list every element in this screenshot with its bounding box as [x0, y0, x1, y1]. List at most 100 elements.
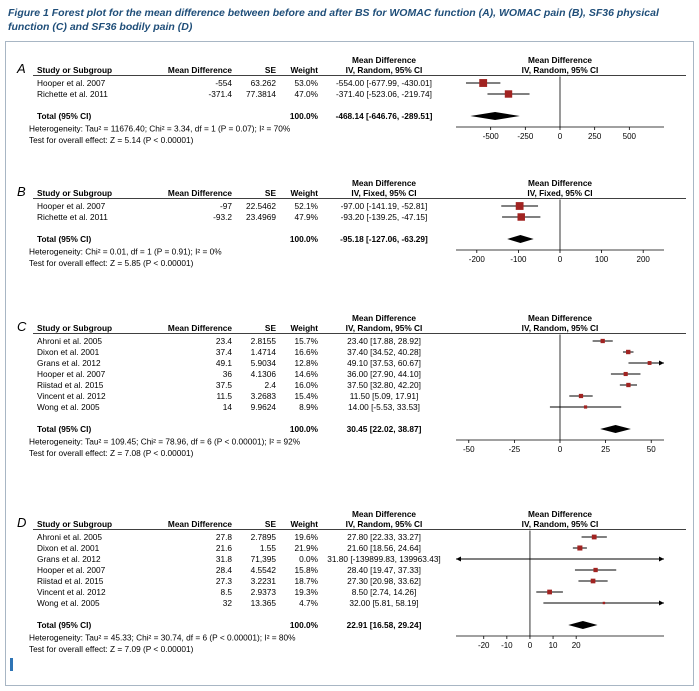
svg-text:SE: SE [265, 65, 277, 75]
svg-text:Test for overall effect: Z = 5: Test for overall effect: Z = 5.14 (P < 0… [29, 135, 194, 145]
svg-text:500: 500 [623, 132, 637, 141]
svg-text:47.0%: 47.0% [294, 89, 318, 99]
svg-text:19.3%: 19.3% [294, 587, 318, 597]
svg-text:Riistad et al. 2015: Riistad et al. 2015 [37, 576, 104, 586]
svg-text:Heterogeneity: Tau² = 45.33; C: Heterogeneity: Tau² = 45.33; Chi² = 30.7… [29, 633, 296, 643]
svg-text:SE: SE [265, 188, 277, 198]
svg-text:8.50 [2.74, 14.26]: 8.50 [2.74, 14.26] [352, 587, 417, 597]
svg-text:Mean Difference: Mean Difference [168, 65, 232, 75]
svg-text:Mean Difference: Mean Difference [168, 519, 232, 529]
svg-text:36: 36 [223, 369, 233, 379]
svg-text:10: 10 [549, 641, 558, 650]
svg-text:D: D [17, 515, 26, 530]
svg-text:37.50 [32.80, 42.20]: 37.50 [32.80, 42.20] [347, 380, 421, 390]
svg-text:IV, Random, 95% CI: IV, Random, 95% CI [522, 323, 599, 333]
svg-text:0.0%: 0.0% [299, 554, 319, 564]
svg-text:22.5462: 22.5462 [246, 201, 276, 211]
svg-text:0: 0 [558, 445, 563, 454]
total-row: Total (95% CI) 100.0% -468.14 [-646.76, -2… [37, 111, 433, 121]
forest-plot-svg-D: D Mean Difference Mean Difference Study or … [17, 509, 686, 654]
svg-text:27.30 [20.98, 33.62]: 27.30 [20.98, 33.62] [347, 576, 421, 586]
svg-text:23.40 [17.88, 28.92]: 23.40 [17.88, 28.92] [347, 336, 421, 346]
arrow-right [659, 360, 664, 366]
svg-text:0: 0 [558, 255, 563, 264]
svg-text:Heterogeneity: Tau² = 11676.40: Heterogeneity: Tau² = 11676.40; Chi² = 3… [29, 124, 291, 134]
svg-text:Mean Difference: Mean Difference [352, 509, 416, 519]
svg-text:16.6%: 16.6% [294, 347, 318, 357]
svg-text:63.262: 63.262 [251, 78, 277, 88]
arrow-left [456, 556, 461, 562]
svg-text:Richette et al. 2011: Richette et al. 2011 [37, 212, 108, 222]
svg-text:21.60 [18.56, 24.64]: 21.60 [18.56, 24.64] [347, 543, 421, 553]
total-row: Total (95% CI) 100.0% -95.18 [-127.06, -63… [37, 234, 428, 244]
svg-text:Mean Difference: Mean Difference [528, 509, 592, 519]
svg-text:100.0%: 100.0% [290, 234, 319, 244]
panel-header: B Mean Difference Mean Difference Study or … [17, 178, 686, 199]
svg-text:Hooper et al. 2007: Hooper et al. 2007 [37, 78, 106, 88]
svg-text:Study or Subgroup: Study or Subgroup [37, 519, 112, 529]
svg-text:2.4: 2.4 [264, 380, 276, 390]
svg-text:14.00 [-5.53, 33.53]: 14.00 [-5.53, 33.53] [348, 402, 420, 412]
svg-text:250: 250 [588, 132, 602, 141]
svg-text:1.4714: 1.4714 [251, 347, 277, 357]
svg-text:C: C [17, 319, 27, 334]
svg-text:Grans et al. 2012: Grans et al. 2012 [37, 554, 101, 564]
svg-text:200: 200 [637, 255, 651, 264]
forest-panels-container: A Mean Difference Mean Difference Study or … [12, 54, 693, 664]
svg-text:Total (95% CI): Total (95% CI) [37, 111, 91, 121]
svg-text:-95.18 [-127.06, -63.29]: -95.18 [-127.06, -63.29] [340, 234, 428, 244]
svg-text:Mean Difference: Mean Difference [528, 178, 592, 188]
effect-square [479, 79, 488, 88]
stats-text: Heterogeneity: Tau² = 11676.40; Chi² = 3… [29, 124, 291, 146]
svg-text:15.4%: 15.4% [294, 391, 318, 401]
svg-text:100.0%: 100.0% [290, 424, 319, 434]
total-row: Total (95% CI) 100.0% 22.91 [16.58, 29.24] [37, 620, 422, 630]
forest-panel-C: C Mean Difference Mean Difference Study or … [12, 312, 693, 468]
svg-text:47.9%: 47.9% [294, 212, 318, 222]
figure-box: A Mean Difference Mean Difference Study or … [5, 41, 694, 687]
effect-square [517, 213, 525, 222]
svg-text:71,395: 71,395 [251, 554, 277, 564]
svg-text:Grans et al. 2012: Grans et al. 2012 [37, 358, 101, 368]
svg-text:Weight: Weight [291, 188, 319, 198]
svg-text:32: 32 [223, 598, 233, 608]
svg-text:Total (95% CI): Total (95% CI) [37, 234, 91, 244]
svg-text:-50: -50 [463, 445, 475, 454]
svg-text:Vincent et al. 2012: Vincent et al. 2012 [37, 391, 106, 401]
svg-text:20: 20 [572, 641, 581, 650]
svg-text:Ahroni et al. 2005: Ahroni et al. 2005 [37, 336, 102, 346]
svg-text:52.1%: 52.1% [294, 201, 318, 211]
svg-text:-500: -500 [483, 132, 500, 141]
svg-text:9.9624: 9.9624 [251, 402, 277, 412]
svg-text:15.8%: 15.8% [294, 565, 318, 575]
effect-square [593, 568, 598, 573]
stats-text: Heterogeneity: Tau² = 109.45; Chi² = 78.… [29, 437, 301, 459]
svg-text:Dixon et al. 2001: Dixon et al. 2001 [37, 543, 100, 553]
svg-text:IV, Fixed, 95% CI: IV, Fixed, 95% CI [527, 188, 592, 198]
svg-text:77.3814: 77.3814 [246, 89, 276, 99]
svg-text:-93.2: -93.2 [213, 212, 232, 222]
svg-text:11.50 [5.09, 17.91]: 11.50 [5.09, 17.91] [350, 391, 419, 401]
plot-axis: -500 -250 0 250 500 [456, 126, 664, 141]
plot-area [456, 530, 664, 637]
svg-text:13.365: 13.365 [251, 598, 277, 608]
svg-text:Riistad et al. 2015: Riistad et al. 2015 [37, 380, 104, 390]
svg-text:2.9373: 2.9373 [251, 587, 277, 597]
svg-text:Study or Subgroup: Study or Subgroup [37, 323, 112, 333]
plot-area [465, 76, 561, 128]
svg-text:Mean Difference: Mean Difference [168, 188, 232, 198]
svg-text:-100: -100 [510, 255, 527, 264]
svg-text:Wong et al. 2005: Wong et al. 2005 [37, 402, 100, 412]
svg-text:-371.4: -371.4 [208, 89, 232, 99]
svg-text:4.5542: 4.5542 [251, 565, 277, 575]
total-row: Total (95% CI) 100.0% 30.45 [22.02, 38.87] [37, 424, 422, 434]
forest-plot-svg-A: A Mean Difference Mean Difference Study or … [16, 55, 686, 146]
svg-text:4.7%: 4.7% [299, 598, 319, 608]
effect-square [626, 383, 631, 388]
study-rows: Ahroni et al. 2005 23.4 2.8155 15.7% 23.40 [… [37, 336, 421, 412]
forest-plot-svg-C: C Mean Difference Mean Difference Study or … [17, 313, 686, 459]
effect-square [547, 589, 552, 595]
forest-panel-A: A Mean Difference Mean Difference Study or … [12, 54, 693, 155]
svg-text:IV, Random, 95% CI: IV, Random, 95% CI [346, 519, 423, 529]
svg-text:Mean Difference: Mean Difference [528, 55, 592, 65]
